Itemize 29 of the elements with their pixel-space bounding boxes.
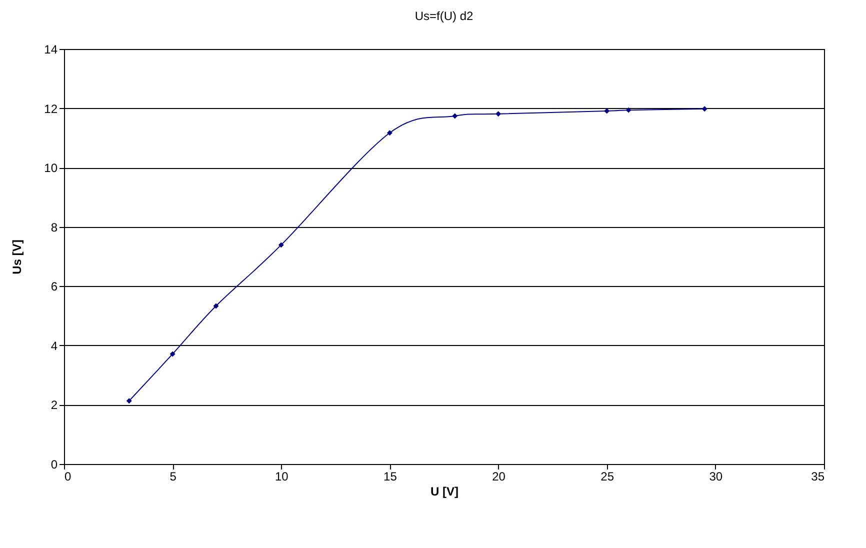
- x-tick-label: 15: [384, 470, 398, 484]
- point: [170, 351, 176, 357]
- chart-title: Us=f(U) d2: [414, 9, 474, 23]
- point: [452, 113, 458, 119]
- point: [604, 108, 610, 114]
- y-tick-label: 6: [50, 280, 58, 294]
- x-tick-label: 35: [811, 470, 825, 484]
- y-axis-title: Us [V]: [10, 240, 24, 274]
- x-tick-label: 0: [64, 470, 72, 484]
- y-tick-label: 4: [50, 338, 58, 353]
- x-axis-title: U [V]: [430, 484, 458, 498]
- x-tick-label: 30: [709, 470, 723, 484]
- y-tick-label: 10: [44, 161, 58, 176]
- point: [702, 106, 708, 112]
- point: [126, 398, 132, 404]
- y-tick-label: 2: [50, 398, 58, 412]
- y-tick-label: 14: [44, 42, 58, 56]
- x-tick-label: 10: [274, 470, 289, 484]
- point: [213, 303, 219, 309]
- point: [496, 111, 502, 117]
- x-tick-label: 5: [170, 470, 177, 484]
- y-tick-label: 12: [44, 102, 58, 116]
- x-tick-label: 20: [492, 470, 506, 484]
- point: [278, 242, 284, 248]
- point: [626, 107, 632, 113]
- y-tick-label: 0: [50, 458, 58, 472]
- y-tick-label: 8: [50, 220, 58, 234]
- x-tick-label: 25: [600, 470, 614, 484]
- point: [386, 130, 392, 136]
